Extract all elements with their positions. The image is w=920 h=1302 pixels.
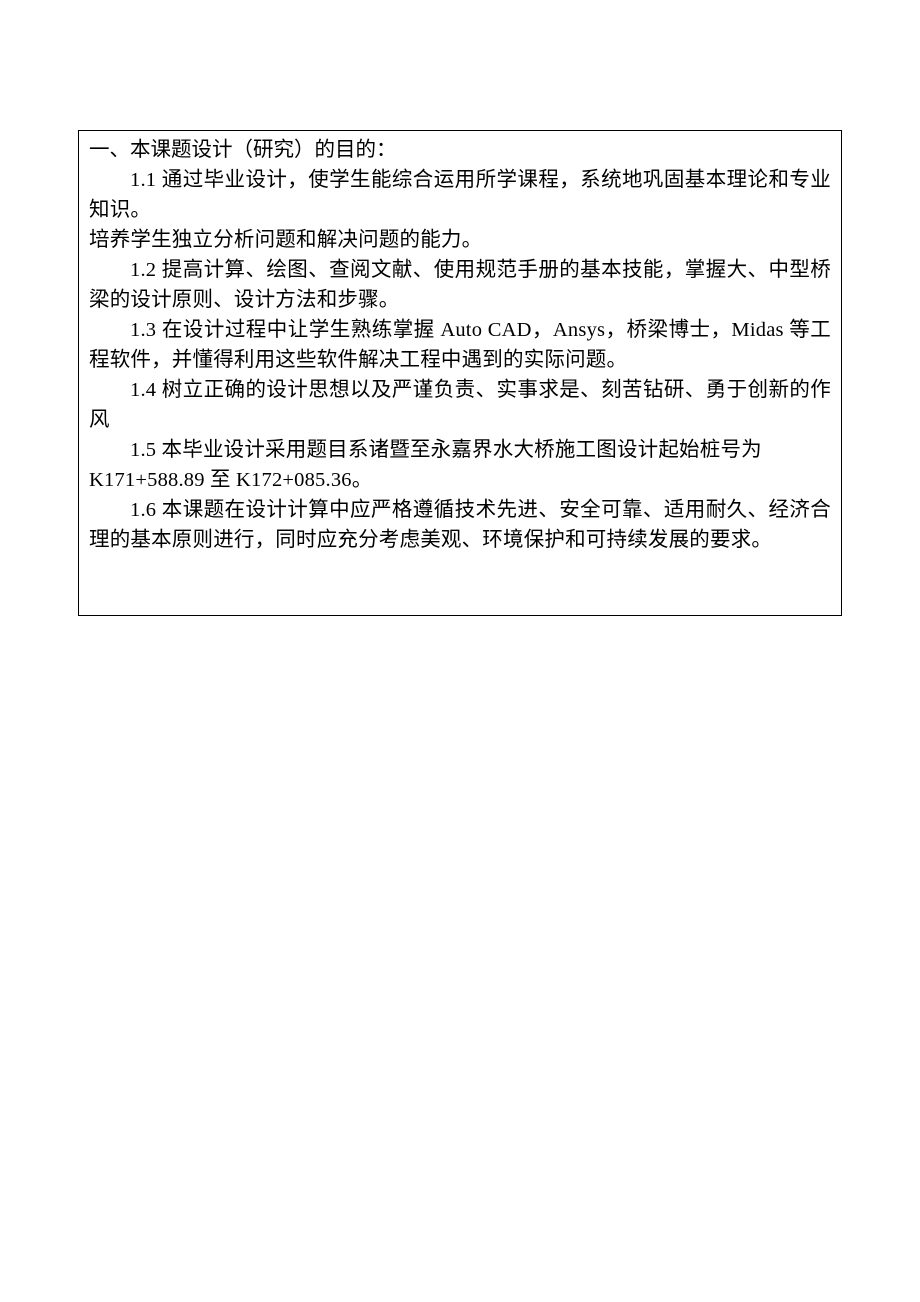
paragraph-1-2: 1.2 提高计算、绘图、查阅文献、使用规范手册的基本技能，掌握大、中型桥梁的设计… xyxy=(89,255,831,315)
paragraph-1-5b: K171+588.89 至 K172+085.36。 xyxy=(89,465,831,495)
section-heading: 一、本课题设计（研究）的目的： xyxy=(89,135,831,165)
paragraph-1-3: 1.3 在设计过程中让学生熟练掌握 Auto CAD，Ansys，桥梁博士，Mi… xyxy=(89,315,831,375)
paragraph-1-1a: 1.1 通过毕业设计，使学生能综合运用所学课程，系统地巩固基本理论和专业知识。 xyxy=(89,165,831,225)
page: 一、本课题设计（研究）的目的： 1.1 通过毕业设计，使学生能综合运用所学课程，… xyxy=(0,0,920,616)
paragraph-1-1b: 培养学生独立分析问题和解决问题的能力。 xyxy=(89,225,831,255)
paragraph-1-5a: 1.5 本毕业设计采用题目系诸暨至永嘉界水大桥施工图设计起始桩号为 xyxy=(89,435,831,465)
content-box: 一、本课题设计（研究）的目的： 1.1 通过毕业设计，使学生能综合运用所学课程，… xyxy=(78,130,842,616)
paragraph-1-4: 1.4 树立正确的设计思想以及严谨负责、实事求是、刻苦钻研、勇于创新的作风 xyxy=(89,375,831,435)
paragraph-1-6: 1.6 本课题在设计计算中应严格遵循技术先进、安全可靠、适用耐久、经济合理的基本… xyxy=(89,495,831,555)
